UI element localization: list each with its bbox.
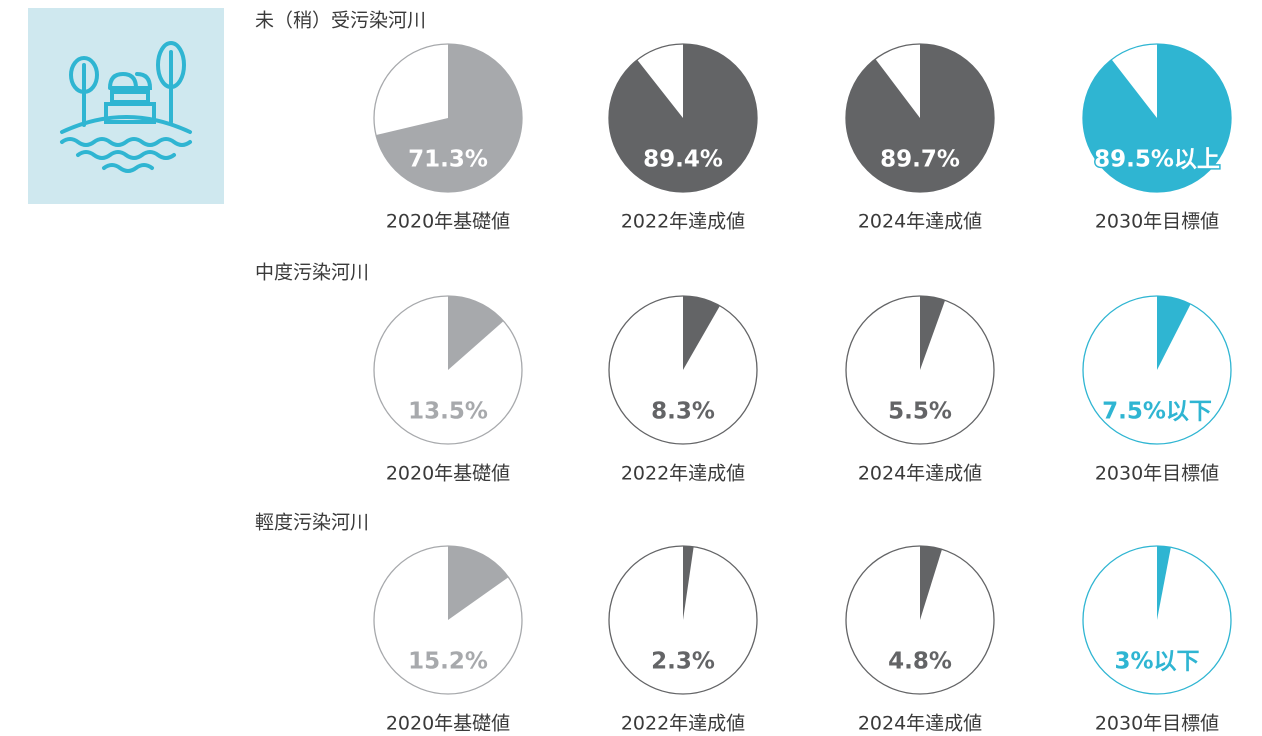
category-label: 2020年基礎値	[386, 211, 510, 233]
value-label: 15.2%	[408, 649, 488, 675]
section-title: 中度污染河川	[255, 262, 369, 284]
value-label: 13.5%	[408, 399, 488, 425]
value-label: 71.3%	[408, 147, 488, 173]
value-label: 89.5%以上	[1094, 147, 1220, 173]
pie-slice	[1157, 546, 1171, 620]
category-label: 2022年達成値	[621, 211, 745, 233]
pie-slice	[608, 44, 757, 192]
pie-slice	[1083, 44, 1231, 192]
category-label: 2022年達成値	[621, 713, 745, 735]
value-label: 5.5%	[888, 399, 952, 425]
value-label: 3%以下	[1114, 649, 1199, 675]
value-label: 89.7%	[880, 147, 960, 173]
category-label: 2020年基礎値	[386, 463, 510, 485]
category-label: 2030年目標値	[1095, 463, 1219, 485]
river-icon	[28, 8, 224, 204]
pie-slice	[920, 296, 946, 370]
value-label: 4.8%	[888, 649, 952, 675]
category-label: 2024年達成値	[858, 713, 982, 735]
value-label: 2.3%	[651, 649, 715, 675]
value-label: 8.3%	[651, 399, 715, 425]
section-title: 輕度污染河川	[255, 512, 369, 534]
pie-slice	[683, 546, 694, 620]
category-label: 2030年目標値	[1095, 713, 1219, 735]
category-label: 2020年基礎値	[386, 713, 510, 735]
pie-slice	[375, 44, 523, 192]
pie-slice	[920, 546, 942, 620]
category-label: 2024年達成値	[858, 211, 982, 233]
category-label: 2024年達成値	[858, 463, 982, 485]
value-label: 89.4%	[643, 147, 723, 173]
pie-slice	[1157, 296, 1191, 370]
pie-slice	[846, 44, 994, 192]
pie-slice	[448, 296, 504, 370]
pie-slice	[683, 296, 720, 370]
section-title: 未（稍）受污染河川	[255, 10, 426, 32]
pie-slice	[448, 546, 509, 620]
category-label: 2022年達成値	[621, 463, 745, 485]
value-label: 7.5%以下	[1102, 399, 1212, 425]
category-label: 2030年目標値	[1095, 211, 1219, 233]
